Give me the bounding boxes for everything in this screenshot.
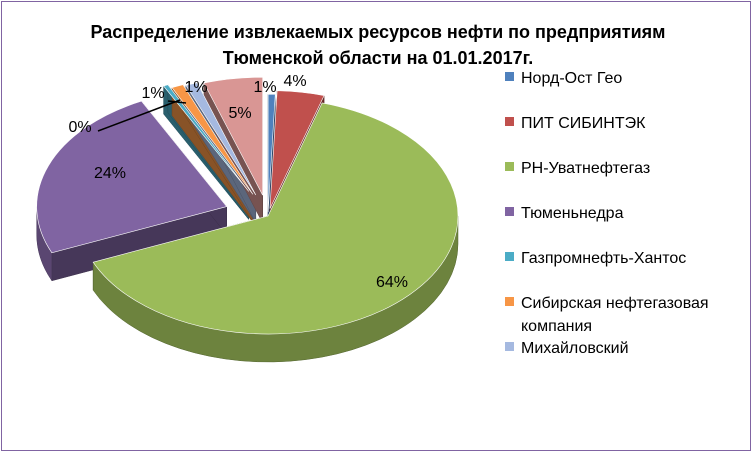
legend-swatch-7	[505, 342, 514, 351]
legend-swatch-5	[505, 252, 514, 261]
chart-title-line-2: Тюменской области на 01.01.2017г.	[223, 48, 534, 68]
slice-7-top	[185, 82, 257, 196]
slice-4-top	[36, 100, 228, 254]
slice-3-data-label: 64%	[376, 274, 408, 291]
legend-label-3: РН-Уватнефтегаз	[521, 160, 650, 177]
legend-label-7: Михайловский	[521, 340, 629, 357]
legend-swatch-2	[505, 117, 514, 126]
legend-label-1: Норд-Ост Гео	[521, 70, 622, 87]
slice-5-data-label: 0%	[68, 119, 91, 136]
slice-3-top	[92, 102, 459, 335]
slice-6-leader-line	[167, 100, 187, 104]
slice-7-data-label: 1%	[184, 79, 207, 96]
slice-2-top	[269, 90, 325, 209]
legend-label-5: Газпромнефть-Хантос	[521, 250, 686, 267]
slice-2-data-label: 4%	[283, 73, 306, 90]
legend-swatch-6	[505, 297, 514, 306]
chart-title-line-1: Распределение извлекаемых ресурсов нефти…	[90, 22, 665, 42]
legend-swatch-1	[505, 72, 514, 81]
slice-6-top	[171, 84, 254, 195]
legend-label-2: ПИТ СИБИНТЭК	[521, 115, 646, 132]
legend-label-6: Сибирская нефтегазовая	[521, 295, 709, 312]
slice-8-top	[203, 76, 263, 196]
slice-4-data-label: 24%	[94, 165, 126, 182]
slice-1-top	[267, 93, 276, 213]
slice-5-top	[163, 84, 250, 192]
slice-1-data-label: 1%	[253, 79, 276, 96]
pie-layer	[36, 76, 459, 363]
data-label-layer: 1% 4%64%24%0%1% 1%5%	[68, 73, 408, 291]
legend-label-4: Тюменьнедра	[521, 205, 624, 222]
legend-swatch-4	[505, 207, 514, 216]
legend: Норд-Ост Гео ПИТ СИБИНТЭК РН-Уватнефтегаз Т…	[505, 70, 709, 357]
slice-8-data-label: 5%	[228, 105, 251, 122]
slice-6-data-label: 1%	[141, 85, 164, 102]
legend-swatch-3	[505, 162, 514, 171]
legend-label-6-line-2: компания	[521, 318, 592, 335]
slice-5-leader-line	[97, 99, 181, 132]
